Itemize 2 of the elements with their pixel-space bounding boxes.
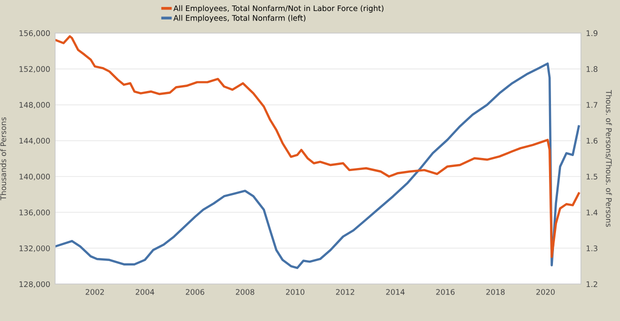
line-series xyxy=(55,35,580,258)
line-series xyxy=(55,62,580,270)
